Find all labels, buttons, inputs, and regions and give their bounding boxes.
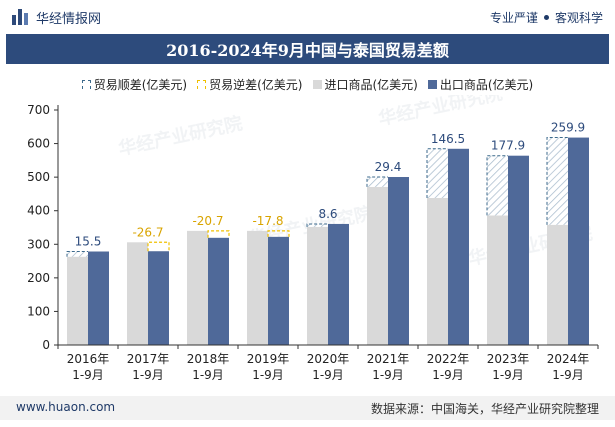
tagline-left: 专业严谨 [489,11,538,25]
y-tick-label: 100 [27,304,50,318]
x-tick-label: 2018年 1-9月 [187,352,230,382]
legend-label-export: 出口商品(亿美元) [439,77,534,92]
import-bar [127,242,148,345]
import-bar [307,226,328,345]
surplus-balance-outline [66,251,88,257]
brand-logo-icon [12,9,30,25]
y-tick-label: 400 [27,204,50,218]
x-tick-label: 2023年 1-9月 [487,352,530,382]
balance-data-label: 177.9 [491,139,525,153]
import-bar [547,224,568,345]
top-bar: 华经情报网 专业严谨 客观科学 [0,0,615,34]
legend-label-surplus: 贸易顺差(亿美元) [93,77,188,92]
surplus-balance-fill [367,177,388,187]
surplus-balance-fill [67,251,88,257]
legend-item-import: 进口商品(亿美元) [312,76,418,93]
surplus-swatch-icon [81,79,91,89]
brand: 华经情报网 [12,8,101,27]
brand-name: 华经情报网 [36,11,102,27]
surplus-balance-outline [546,137,568,225]
export-bar [268,236,289,345]
import-bar [427,197,448,345]
import-bar [187,230,208,345]
surplus-balance-fill [547,137,568,225]
y-tick-label: 600 [27,137,50,151]
export-bar [448,148,469,345]
watermark-text: 华经产业研究院 [116,112,244,160]
balance-data-label: 8.6 [318,207,337,221]
x-tick-label: 2019年 1-9月 [247,352,290,382]
deficit-balance-outline [267,230,290,237]
surplus-balance-fill [307,223,328,227]
tagline-right: 客观科学 [554,11,603,25]
deficit-balance-outline [147,241,170,252]
balance-data-label: 259.9 [551,121,585,135]
surplus-balance-fill [427,148,448,198]
import-swatch-icon [312,79,322,89]
deficit-balance-outline [207,230,230,238]
import-bar [487,215,508,345]
export-bar [508,155,529,345]
balance-data-label: -17.8 [252,214,283,228]
footer-source: 数据来源：中国海关，华经产业研究院整理 [370,402,599,416]
export-bar [328,223,349,345]
y-tick-label: 0 [42,338,50,352]
x-tick-label: 2022年 1-9月 [427,352,470,382]
y-tick-label: 300 [27,237,50,251]
balance-data-label: 146.5 [431,132,465,146]
x-tick-label: 2024年 1-9月 [547,352,590,382]
export-bar [568,137,589,345]
legend-item-deficit: 贸易逆差(亿美元) [197,76,303,93]
watermark-text: 华经产业研究院 [376,95,504,130]
legend-item-surplus: 贸易顺差(亿美元) [81,76,188,93]
import-bar [247,230,268,345]
y-tick-label: 500 [27,170,50,184]
export-bar [208,237,229,345]
import-bar [367,186,388,345]
balance-data-label: -20.7 [192,214,223,228]
balance-data-label: 29.4 [375,160,402,174]
balance-data-label: -26.7 [132,225,163,239]
legend-label-import: 进口商品(亿美元) [324,77,418,92]
y-tick-label: 200 [27,271,50,285]
footer-website: www.huaon.com [16,400,116,414]
footer: www.huaon.com 数据来源：中国海关，华经产业研究院整理 [0,396,615,420]
deficit-swatch-icon [197,79,207,89]
surplus-balance-fill [487,155,508,216]
y-tick-label: 700 [27,103,50,117]
export-bar [88,251,109,345]
chart-title: 2016-2024年9月中国与泰国贸易差额 [6,34,609,64]
bullet-dot-icon [543,15,549,20]
x-tick-label: 2020年 1-9月 [307,352,350,382]
x-tick-label: 2021年 1-9月 [367,352,410,382]
tagline: 专业严谨 客观科学 [490,9,603,26]
legend-item-export: 出口商品(亿美元) [427,76,534,93]
x-tick-label: 2017年 1-9月 [127,352,170,382]
bar-chart: 华经产业研究院华经产业研究院华经产业研究院华经产业研究院 01002003004… [27,95,599,382]
export-bar [148,251,169,345]
x-tick-label: 2016年 1-9月 [67,352,110,382]
legend-label-deficit: 贸易逆差(亿美元) [209,77,303,92]
export-swatch-icon [427,79,437,89]
export-bar [388,177,409,345]
surplus-balance-outline [426,148,448,198]
import-bar [67,256,88,345]
chart-legend: 贸易顺差(亿美元) 贸易逆差(亿美元) 进口商品(亿美元) 出口商品(亿美元) [0,74,615,94]
balance-data-label: 15.5 [75,235,102,249]
surplus-balance-outline [306,223,328,227]
